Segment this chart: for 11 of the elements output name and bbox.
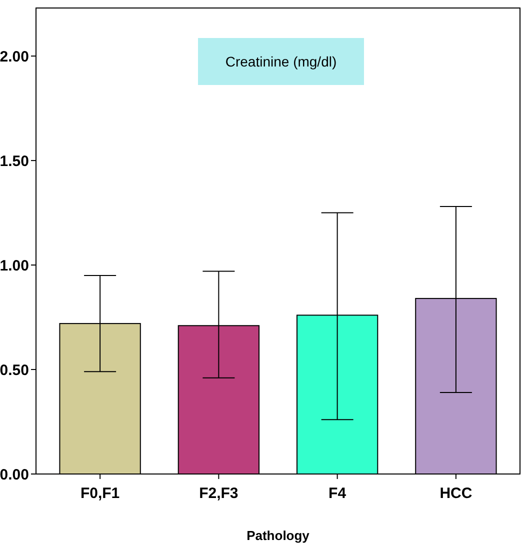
text: Creatinine (mg/dl): [225, 53, 337, 70]
y-tick-label: 2.00: [0, 48, 29, 66]
y-tick-label: 0.00: [0, 466, 29, 484]
x-tick-label: F2,F3: [199, 485, 238, 502]
x-tick-label: F0,F1: [80, 485, 120, 502]
y-tick-label: 1.50: [0, 152, 29, 170]
x-tick-label: HCC: [440, 485, 472, 502]
y-tick-label: 0.50: [0, 362, 29, 379]
y-tick-label: 1.00: [0, 257, 29, 274]
x-axis-title: Pathology: [246, 528, 310, 543]
x-tick-label: F4: [328, 485, 347, 502]
